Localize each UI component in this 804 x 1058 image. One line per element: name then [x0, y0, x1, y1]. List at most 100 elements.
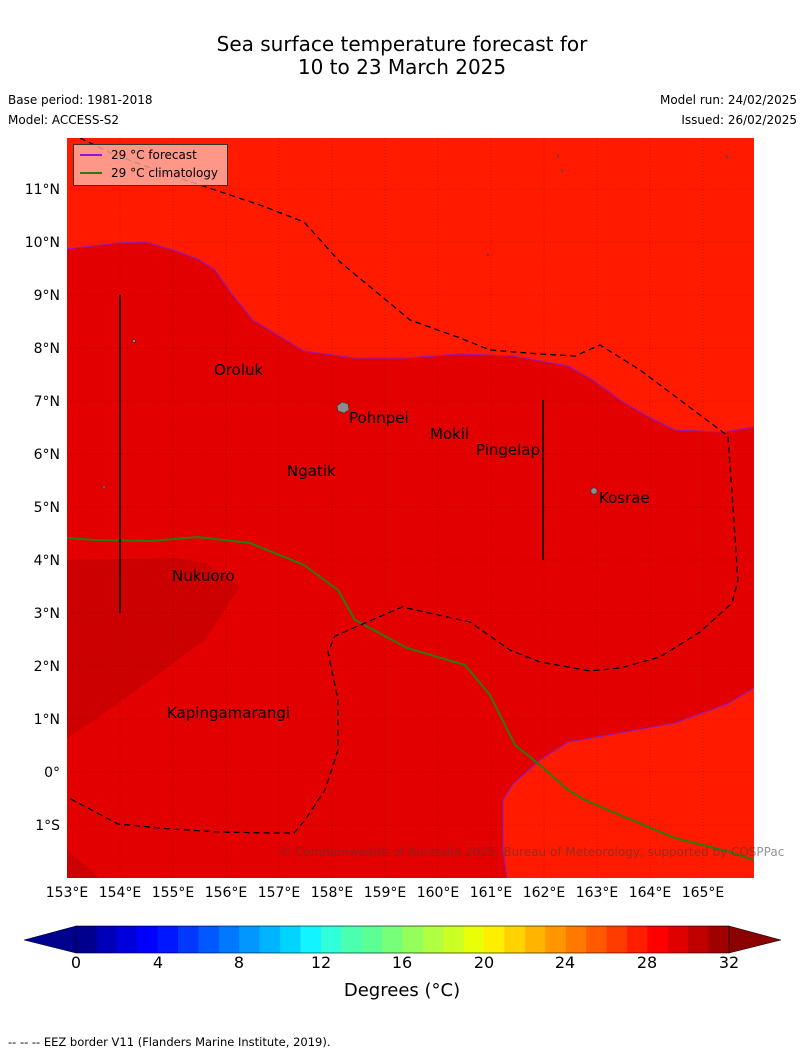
- minor-island-d: [560, 169, 564, 173]
- colorbar-cell: [341, 926, 363, 953]
- colorbar-cell: [218, 926, 240, 953]
- colorbar-cell: [443, 926, 465, 953]
- colorbar-tick-label: 24: [555, 953, 575, 972]
- sst-region-29c-corner: [67, 850, 100, 878]
- colorbar-cell: [545, 926, 567, 953]
- colorbar-axis-label: Degrees (°C): [343, 980, 461, 1001]
- colorbar-max-arrow: [728, 925, 782, 954]
- legend-climatology-swatch: [80, 172, 102, 174]
- place-label-pingelap: Pingelap: [476, 441, 540, 459]
- colorbar-tick-label: 0: [71, 953, 81, 972]
- copyright-text: © Commonwealth of Australia 2025, Bureau…: [279, 845, 785, 859]
- colorbar-cell: [647, 926, 669, 953]
- place-label-oroluk: Oroluk: [214, 361, 263, 379]
- sst-region-30c: [67, 242, 754, 878]
- place-label-ngatik: Ngatik: [287, 462, 336, 480]
- place-label-kosrae: Kosrae: [599, 489, 650, 507]
- lon-tick-label: 160°E: [417, 885, 460, 901]
- lat-tick-label: 7°N: [34, 394, 60, 410]
- map-plot-area: Oroluk Pohnpei Mokil Pingelap Ngatik Kos…: [67, 138, 754, 878]
- colorbar-frame: [75, 925, 730, 954]
- colorbar-cell: [96, 926, 118, 953]
- colorbar-tick-labels: 0 4 8 12 16 20 24 28 32: [71, 953, 739, 972]
- place-label-pohnpei: Pohnpei: [349, 409, 409, 427]
- colorbar-cell: [422, 926, 444, 953]
- lat-tick-label: 1°N: [34, 712, 60, 728]
- minor-island-c: [556, 154, 560, 158]
- colorbar-cell: [484, 926, 505, 953]
- lon-tick-label: 154°E: [99, 885, 142, 901]
- colorbar-cell: [157, 926, 179, 953]
- lat-tick-label: 11°N: [25, 182, 60, 198]
- kosrae-island: [590, 487, 598, 495]
- colorbar-cell: [178, 926, 199, 953]
- model-run-text: Model run: 24/02/2025: [659, 93, 797, 107]
- legend-climatology-row: 29 °C climatology: [80, 166, 218, 180]
- legend-forecast-row: 29 °C forecast: [80, 148, 197, 162]
- lat-tick-label: 9°N: [34, 288, 60, 304]
- lon-tick-label: 159°E: [364, 885, 407, 901]
- colorbar-tick-label: 20: [474, 953, 494, 972]
- colorbar-tick-label: 8: [234, 953, 244, 972]
- islands: [102, 154, 729, 495]
- colorbar-cell: [320, 926, 342, 953]
- colorbar-cell: [586, 926, 607, 953]
- colorbar-cell: [116, 926, 138, 953]
- lat-tick-label: 1°S: [35, 818, 60, 834]
- lat-tick-label: 4°N: [34, 553, 60, 569]
- place-labels: Oroluk Pohnpei Mokil Pingelap Ngatik Kos…: [167, 361, 650, 722]
- colorbar-cell: [239, 926, 261, 953]
- colorbar-cell: [382, 926, 403, 953]
- colorbar-tick-label: 16: [392, 953, 412, 972]
- colorbar-tick-label: 32: [719, 953, 739, 972]
- base-period-text: Base period: 1981-2018: [8, 93, 153, 107]
- longitude-tick-labels: 153°E 154°E 155°E 156°E 157°E 158°E 159°…: [46, 885, 725, 901]
- lat-tick-label: 2°N: [34, 659, 60, 675]
- colorbar-cell: [688, 926, 709, 953]
- colorbar-tick-label: 12: [311, 953, 331, 972]
- colorbar: [23, 925, 782, 954]
- place-label-nukuoro: Nukuoro: [172, 567, 235, 585]
- minor-island-e: [725, 155, 729, 159]
- colorbar-tick-label: 4: [153, 953, 163, 972]
- pohnpei-island: [336, 401, 350, 414]
- sst-region-29c: [67, 558, 240, 738]
- colorbar-cell: [606, 926, 628, 953]
- lon-tick-label: 164°E: [629, 885, 672, 901]
- legend-forecast-swatch: [80, 154, 102, 156]
- colorbar-cell: [137, 926, 159, 953]
- climatology-contour: [67, 535, 754, 861]
- colorbar-cell: [667, 926, 689, 953]
- lon-tick-label: 155°E: [152, 885, 195, 901]
- place-label-kapingamarangi: Kapingamarangi: [167, 704, 290, 722]
- lon-tick-label: 157°E: [258, 885, 301, 901]
- colorbar-cell: [280, 926, 301, 953]
- colorbar-tick-label: 28: [637, 953, 657, 972]
- colorbar-min-arrow: [23, 925, 77, 954]
- colorbar-cell: [565, 926, 587, 953]
- lat-tick-label: 8°N: [34, 341, 60, 357]
- chart-title-line2: 10 to 23 March 2025: [297, 55, 507, 79]
- colorbar-cell: [300, 926, 322, 953]
- colorbar-cell: [76, 926, 97, 953]
- lon-tick-label: 156°E: [205, 885, 248, 901]
- colorbar-cell: [504, 926, 526, 953]
- lon-tick-label: 162°E: [523, 885, 566, 901]
- colorbar-cell: [626, 926, 648, 953]
- colorbar-cell: [524, 926, 546, 953]
- latitude-tick-labels: 11°N 10°N 9°N 8°N 7°N 6°N 5°N 4°N 3°N 2°…: [25, 182, 60, 834]
- colorbar-cell: [259, 926, 281, 953]
- gridlines: [67, 138, 754, 878]
- lon-tick-label: 158°E: [311, 885, 354, 901]
- place-label-mokil: Mokil: [430, 425, 469, 443]
- colorbar-cell: [402, 926, 424, 953]
- minor-island-b: [102, 485, 106, 489]
- lon-tick-label: 165°E: [682, 885, 725, 901]
- legend-forecast-label: 29 °C forecast: [111, 148, 197, 162]
- lat-tick-label: 6°N: [34, 447, 60, 463]
- forecast-contour-lower: [502, 687, 754, 878]
- lon-tick-label: 161°E: [470, 885, 513, 901]
- lon-tick-label: 163°E: [576, 885, 619, 901]
- minor-island-a: [132, 339, 136, 343]
